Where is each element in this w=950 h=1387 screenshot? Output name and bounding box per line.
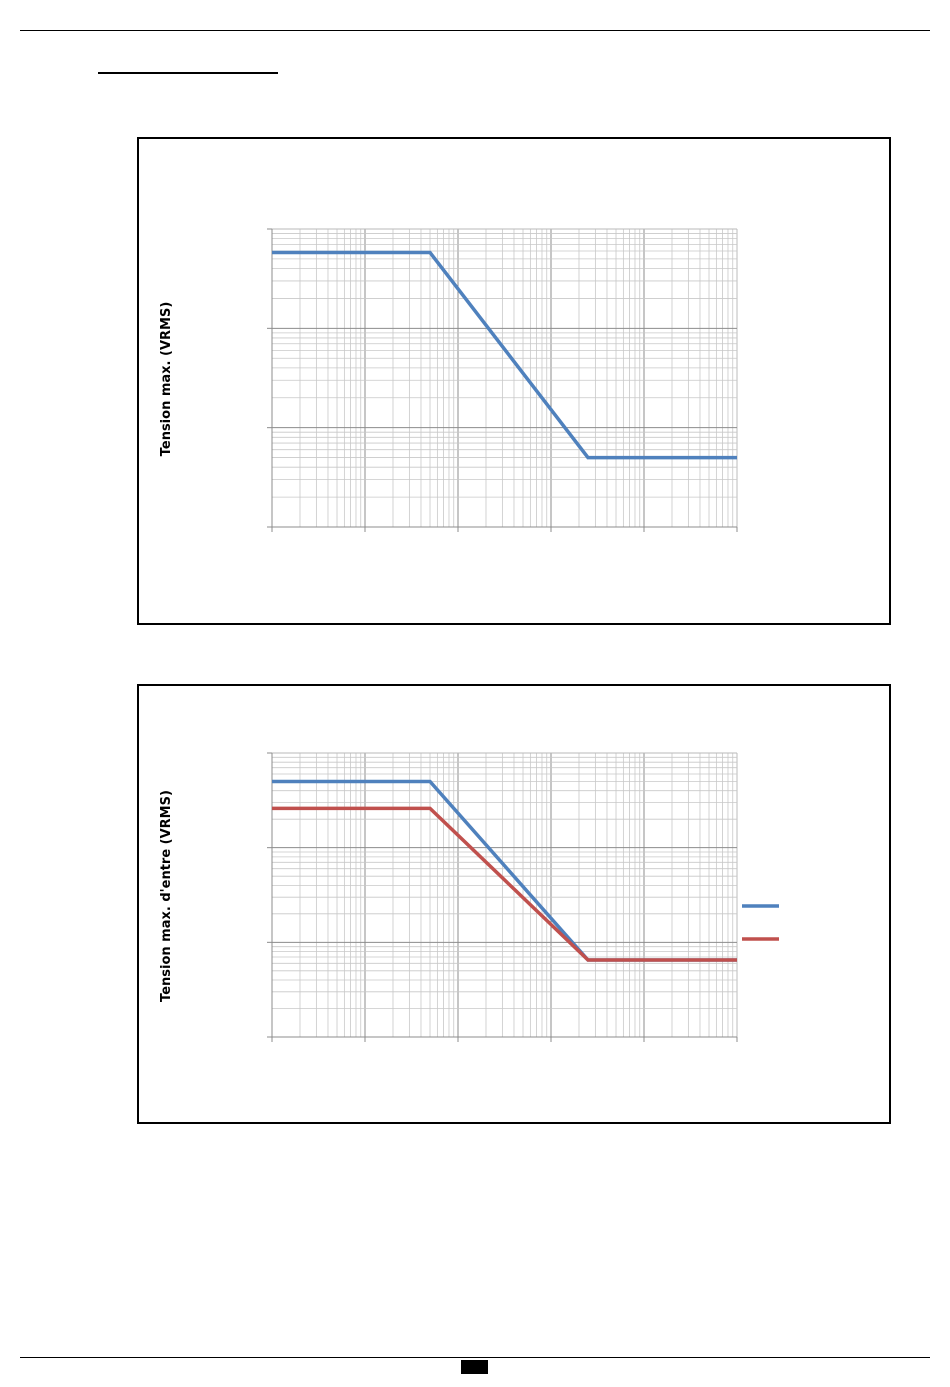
- chart-2-legend: [742, 904, 779, 941]
- chart-1-series-layer: [272, 250, 737, 460]
- chart-2-y-axis-label: Tension max. d'entre (VRMS): [159, 790, 174, 1002]
- series-line-2: [272, 806, 737, 962]
- chart-voltage-vs-frequency: Tension max. (VRMS): [137, 137, 891, 625]
- chart-1-grid: [267, 228, 738, 532]
- series-line-1: [272, 250, 737, 460]
- chart-1-y-axis-label: Tension max. (VRMS): [159, 302, 174, 457]
- chart-input-voltage-vs-frequency: Tension max. d'entre (VRMS): [137, 684, 891, 1124]
- chart-2-svg: Tension max. d'entre (VRMS): [159, 752, 779, 1042]
- page-number-box: [461, 1360, 488, 1374]
- section-heading-underline: [98, 72, 278, 74]
- chart-2-grid: [267, 752, 738, 1042]
- footer-rule: [20, 1357, 930, 1358]
- chart-2-series-layer: [272, 779, 737, 962]
- chart-1-svg: Tension max. (VRMS): [159, 228, 738, 532]
- header-rule: [20, 30, 930, 31]
